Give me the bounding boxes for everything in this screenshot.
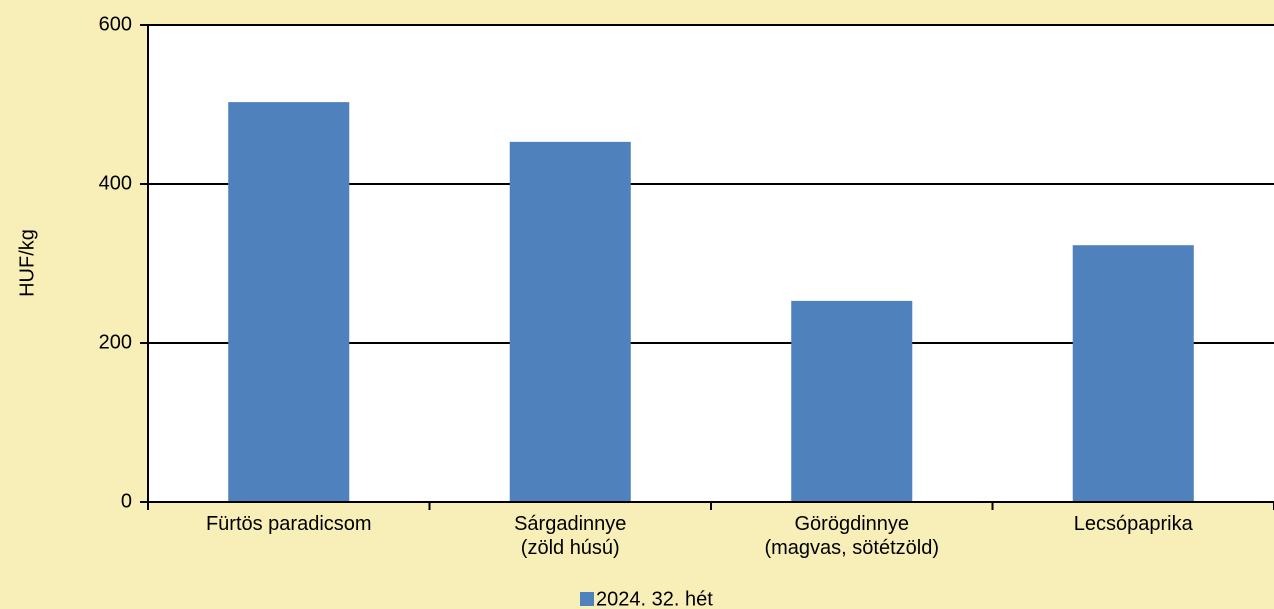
bar — [791, 300, 913, 502]
x-tick-label: Sárgadinnye (zöld húsú) — [514, 513, 627, 559]
legend-label: 2024. 32. hét — [596, 588, 713, 609]
bar — [1072, 245, 1194, 502]
y-tick-label: 400 — [99, 172, 132, 194]
x-tick-label: Lecsópaprika — [1073, 513, 1193, 535]
y-axis-label: HUF/kg — [16, 229, 38, 297]
y-tick-label: 0 — [121, 490, 132, 512]
x-tick-label: Fürtös paradicsom — [205, 513, 372, 535]
y-tick-label: 600 — [99, 13, 132, 35]
y-tick-label: 200 — [99, 331, 132, 353]
bar — [509, 141, 631, 503]
bar — [228, 102, 350, 503]
x-tick-label: Görögdinnye (magvas, sötétzöld) — [764, 513, 939, 559]
legend-swatch — [580, 592, 594, 606]
